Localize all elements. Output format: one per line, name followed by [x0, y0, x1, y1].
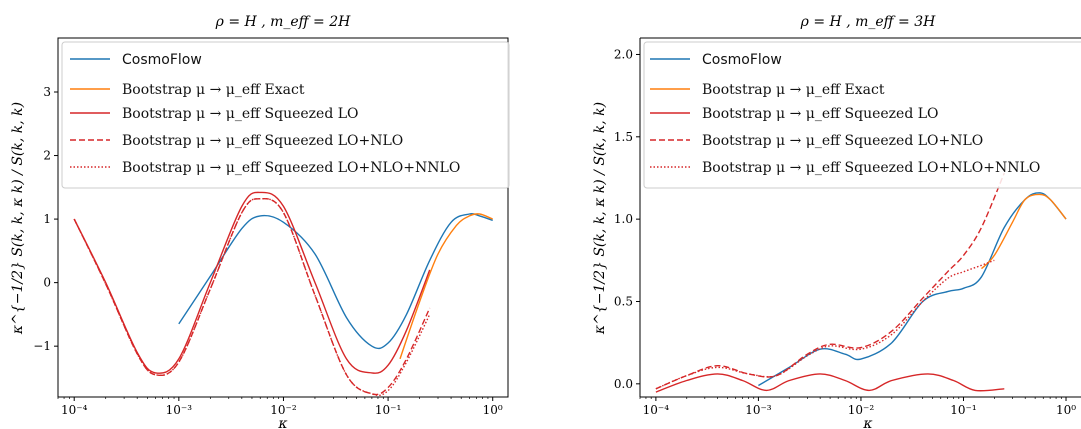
right-x-tick-label: 10⁻² [848, 403, 875, 417]
left-legend-label-exact: Bootstrap μ → μ_eff Exact [122, 82, 305, 98]
right-ticks: 10⁻⁴ 10⁻³ 10⁻² 10⁻¹ 10⁰ 0.0 0.5 1.0 1.5 2.0 [614, 47, 1076, 417]
right-legend-label-nnlo: Bootstrap μ → μ_eff Squeezed LO+NLO+NNLO [702, 160, 1040, 176]
left-series-bootstrap-eff-squeezed-lo-nlo-line [73, 198, 431, 396]
left-legend: CosmoFlow Bootstrap μ → μ_eff Exact Boot… [61, 41, 510, 189]
left-x-tick-label: 10⁻⁴ [61, 403, 88, 417]
left-series-cosmoflow-line [178, 212, 493, 350]
right-x-tick-label: 10⁻¹ [950, 403, 976, 417]
left-x-tick-label: 10⁻¹ [375, 403, 401, 417]
right-y-tick-label: 1.0 [614, 212, 633, 226]
left-x-axis-label: κ [277, 416, 287, 429]
right-series-bootstrap-eff-squeezed-lo-nlo-line [655, 172, 1005, 390]
left-x-tick-label: 10⁰ [483, 403, 503, 417]
right-series-bootstrap-eff-exact-line [981, 193, 1067, 270]
right-series-bootstrap-eff-squeezed-lo-line [655, 373, 1005, 393]
left-panel-title: ρ = H , m_eff = 2H [215, 14, 351, 30]
right-x-tick-label: 10⁰ [1056, 403, 1076, 417]
left-x-tick-label: 10⁻² [270, 403, 297, 417]
left-legend-label-nnlo: Bootstrap μ → μ_eff Squeezed LO+NLO+NNLO [122, 160, 460, 176]
right-y-tick-label: 0.5 [614, 294, 633, 308]
left-y-axis-label: κ^{−1/2} S(k, k, κ k) / S(k, k, k) [10, 102, 26, 335]
left-legend-label-cosmoflow: CosmoFlow [122, 52, 202, 68]
right-panel-title: ρ = H , m_eff = 3H [800, 14, 936, 30]
right-legend-label-cosmoflow: CosmoFlow [702, 52, 782, 68]
left-y-tick-label: −1 [33, 339, 51, 353]
left-legend-label-nlo: Bootstrap μ → μ_eff Squeezed LO+NLO [122, 133, 403, 149]
left-panel: ρ = H , m_eff = 2H 10⁻⁴ 10⁻³ 10⁻² 10⁻¹ 10⁰ −1… [10, 14, 510, 429]
right-panel: ρ = H , m_eff = 3H 10⁻⁴ 10⁻³ 10⁻² 10⁻¹ 10⁰ 0.… [592, 14, 1081, 429]
left-y-tick-label: 2 [43, 149, 51, 163]
right-series-cosmoflow-line [758, 192, 1067, 387]
left-x-tick-label: 10⁻³ [166, 403, 193, 417]
left-y-tick-label: 1 [43, 212, 51, 226]
right-legend-box [643, 41, 1081, 189]
right-y-tick-label: 0.0 [614, 377, 633, 391]
right-x-tick-label: 10⁻³ [745, 403, 772, 417]
right-y-axis-label: κ^{−1/2} S(k, k, κ k) / S(k, k, k) [592, 102, 608, 335]
right-series-layer [655, 172, 1067, 393]
left-legend-label-lo: Bootstrap μ → μ_eff Squeezed LO [122, 106, 359, 122]
right-x-tick-label: 10⁻⁴ [643, 403, 670, 417]
right-y-tick-label: 2.0 [614, 47, 633, 61]
right-x-axis-label: κ [862, 416, 872, 429]
left-y-tick-label: 0 [43, 276, 51, 290]
left-series-layer [73, 191, 493, 397]
right-legend-label-nlo: Bootstrap μ → μ_eff Squeezed LO+NLO [702, 133, 983, 149]
right-series-bootstrap-eff-squeezed-lo-nlo-nnlo-line [655, 259, 995, 390]
right-y-tick-label: 1.5 [614, 130, 633, 144]
left-series-bootstrap-eff-squeezed-lo-nlo-nnlo-line [73, 198, 431, 397]
left-y-tick-label: 3 [43, 85, 51, 99]
left-series-bootstrap-eff-squeezed-lo-line [73, 191, 431, 374]
left-ticks: 10⁻⁴ 10⁻³ 10⁻² 10⁻¹ 10⁰ −1 0 1 2 3 [33, 85, 503, 417]
right-legend: CosmoFlow Bootstrap μ → μ_eff Exact Boot… [643, 41, 1081, 189]
left-legend-box [61, 41, 510, 189]
right-legend-label-exact: Bootstrap μ → μ_eff Exact [702, 82, 885, 98]
right-legend-label-lo: Bootstrap μ → μ_eff Squeezed LO [702, 106, 939, 122]
left-series-bootstrap-eff-exact-line [399, 213, 493, 360]
